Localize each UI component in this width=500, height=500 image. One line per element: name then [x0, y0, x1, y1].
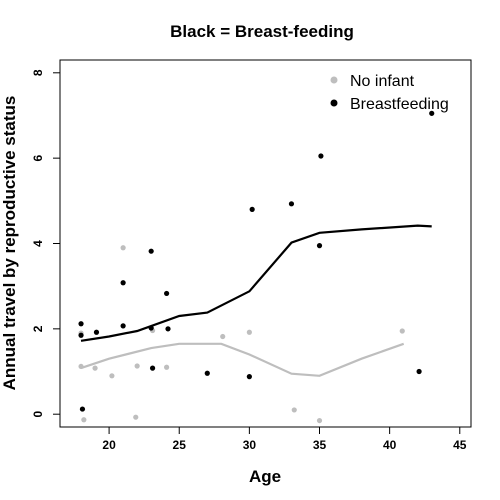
chart-title: Black = Breast-feeding	[170, 22, 354, 41]
data-point-no-infant	[246, 329, 252, 335]
data-point-breastfeeding	[316, 243, 323, 249]
x-tick-label: 30	[243, 438, 257, 452]
data-point-breastfeeding	[249, 206, 255, 212]
data-point-breastfeeding	[246, 374, 252, 380]
x-axis: 20 25 30 35 40 45	[102, 427, 467, 452]
legend-label: Breastfeeding	[350, 96, 449, 113]
data-point-breastfeeding	[288, 201, 295, 207]
y-axis: 0 2 4 6 8	[31, 69, 60, 418]
data-point-breastfeeding	[149, 365, 156, 371]
legend-label: No infant	[350, 73, 415, 90]
data-point-breastfeeding	[120, 323, 126, 329]
data-point-breastfeeding	[78, 321, 84, 327]
x-tick-label: 45	[453, 438, 467, 452]
data-point-no-infant	[291, 407, 297, 413]
data-point-no-infant	[134, 363, 140, 369]
y-axis-label: Annual travel by reproductive status	[0, 96, 19, 391]
data-point-breastfeeding	[78, 332, 84, 338]
smooth-line-no-infant	[80, 342, 405, 377]
x-tick-label: 20	[102, 438, 116, 452]
x-tick-label: 35	[313, 438, 327, 452]
smooth-line-breastfeeding	[80, 224, 432, 342]
data-point-breastfeeding	[164, 290, 170, 297]
legend-marker	[330, 99, 338, 107]
data-point-breastfeeding	[93, 329, 100, 335]
data-point-breastfeeding	[148, 325, 154, 331]
y-tick-label: 0	[31, 411, 45, 418]
data-point-breastfeeding	[204, 370, 210, 376]
data-point-breastfeeding	[148, 248, 154, 254]
data-point-no-infant	[92, 365, 98, 371]
data-point-breastfeeding	[79, 406, 86, 412]
data-point-breastfeeding	[429, 110, 435, 116]
data-point-no-infant	[81, 417, 87, 423]
data-point-no-infant	[78, 363, 84, 370]
y-tick-label: 8	[31, 69, 45, 76]
y-tick-label: 6	[31, 154, 45, 161]
data-point-no-infant	[120, 245, 126, 251]
data-point-breastfeeding	[318, 153, 324, 159]
data-point-no-infant	[316, 417, 323, 424]
legend: No infant Breastfeeding	[330, 73, 449, 113]
data-point-breastfeeding	[165, 326, 171, 332]
data-point-no-infant	[133, 414, 139, 420]
x-axis-label: Age	[249, 467, 281, 486]
legend-marker	[330, 76, 338, 84]
data-points	[78, 110, 435, 424]
data-point-breastfeeding	[120, 280, 126, 286]
data-point-no-infant	[220, 333, 226, 340]
smooth-lines	[80, 224, 432, 377]
data-point-breastfeeding	[416, 368, 422, 375]
x-tick-label: 25	[173, 438, 187, 452]
x-tick-label: 40	[383, 438, 397, 452]
data-point-no-infant	[399, 328, 405, 334]
plot-frame	[59, 59, 472, 428]
y-tick-label: 2	[31, 325, 45, 332]
data-point-no-infant	[164, 364, 170, 370]
y-tick-label: 4	[31, 240, 45, 247]
data-point-no-infant	[109, 373, 115, 379]
